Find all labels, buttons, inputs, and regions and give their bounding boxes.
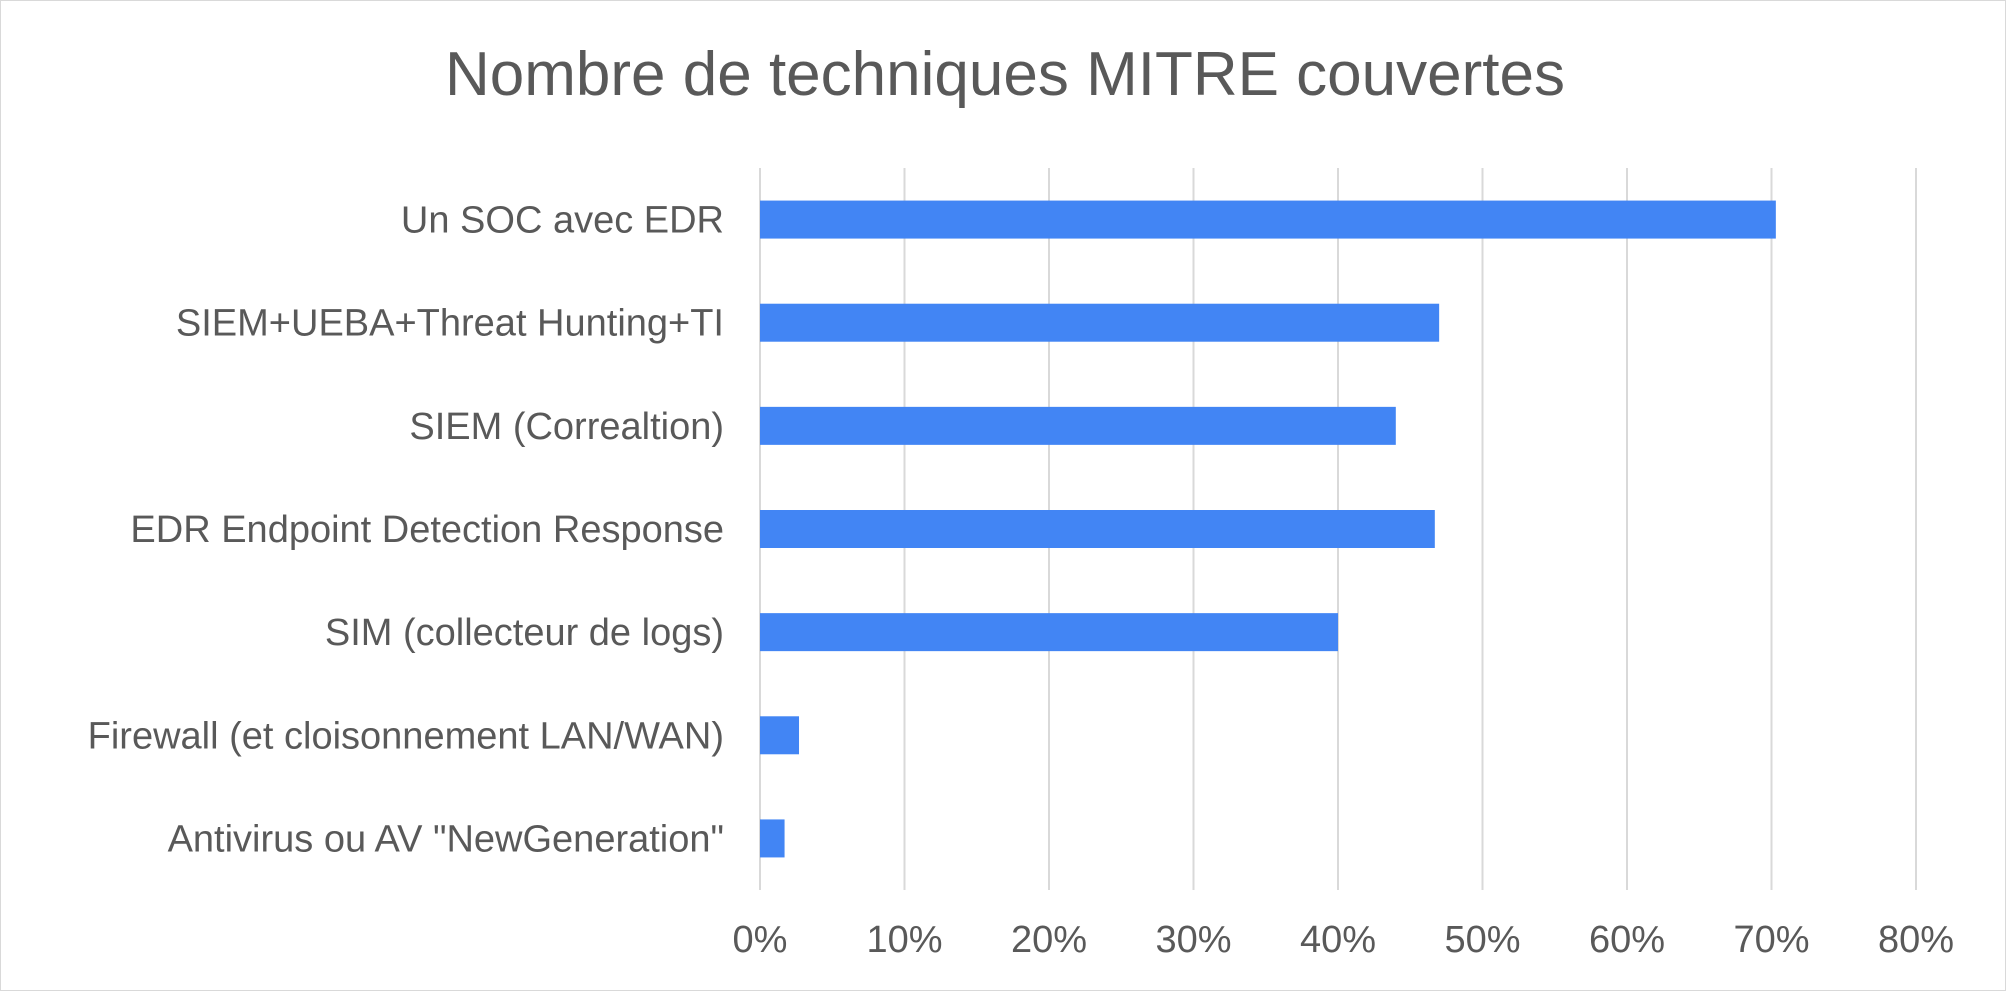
chart-title: Nombre de techniques MITRE couvertes [445,40,1565,109]
x-tick-label: 80% [1878,919,1954,961]
bar [760,510,1435,548]
x-tick-label: 10% [866,919,942,961]
category-label: Firewall (et cloisonnement LAN/WAN) [88,715,724,757]
category-label: Antivirus ou AV "NewGeneration" [168,818,724,860]
bar [760,716,800,755]
x-tick-label: 30% [1155,919,1231,961]
x-tick-label: 50% [1444,919,1520,961]
bar [760,200,1776,239]
bar [760,406,1396,445]
category-label: SIEM+UEBA+Threat Hunting+TI [176,303,724,345]
x-tick-label: 40% [1300,919,1376,961]
category-label: EDR Endpoint Detection Response [130,509,724,551]
x-tick-label: 70% [1733,919,1809,961]
category-label: Un SOC avec EDR [401,200,724,242]
bar [760,613,1338,652]
bar [760,819,785,858]
category-label: SIEM (Correaltion) [409,406,724,448]
x-tick-label: 0% [733,919,788,961]
bar [760,303,1440,342]
x-tick-label: 60% [1589,919,1665,961]
category-label: SIM (collecteur de logs) [325,612,724,654]
x-tick-label: 20% [1011,919,1087,961]
